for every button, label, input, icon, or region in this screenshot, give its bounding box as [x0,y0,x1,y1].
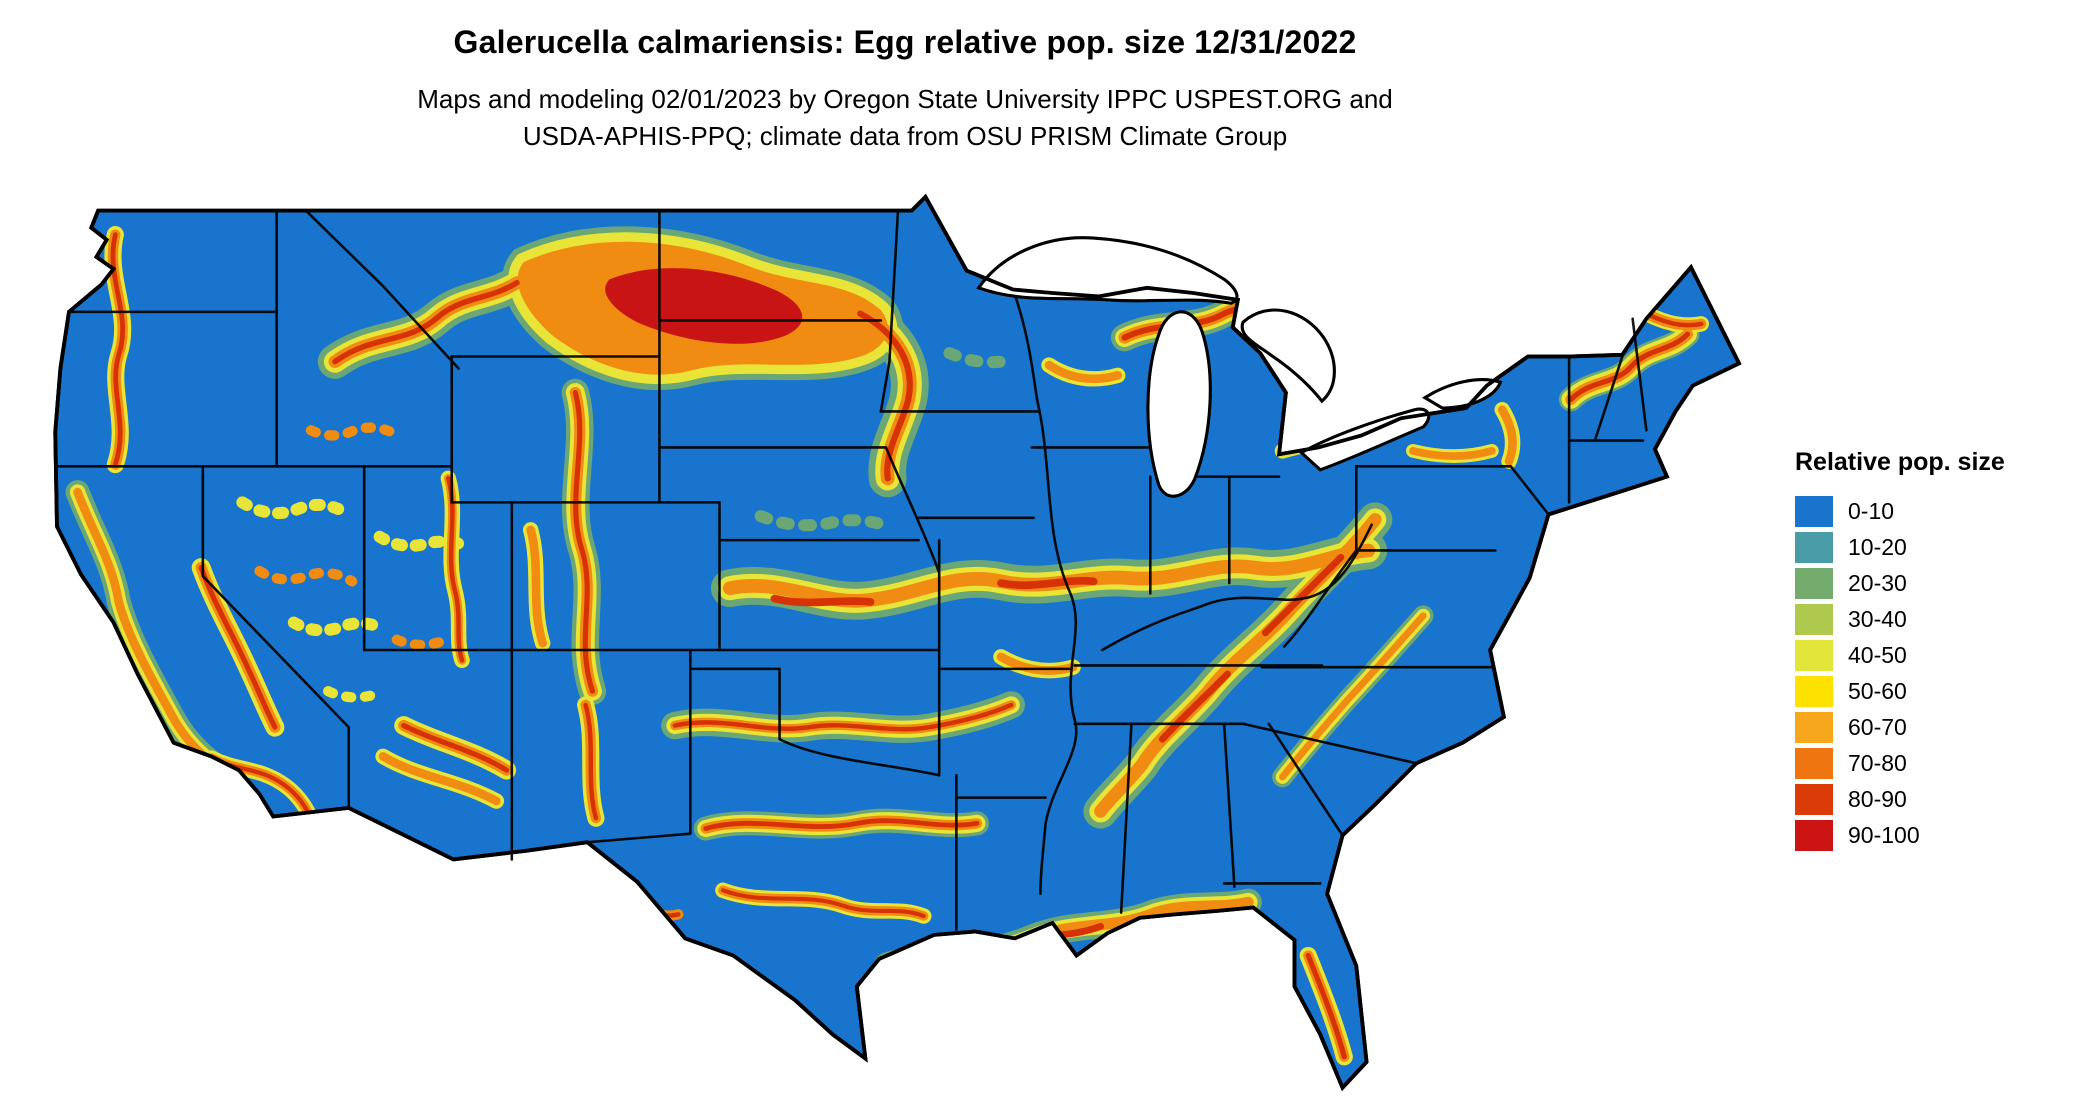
state-borders [55,209,1648,932]
legend-item: 20-30 [1795,565,2085,601]
legend-item: 90-100 [1795,817,2085,853]
legend-label: 70-80 [1848,749,1907,776]
lake-superior-shape [976,236,1239,305]
map-subtitle-line1: Maps and modeling 02/01/2023 by Oregon S… [417,84,1393,114]
legend-label: 0-10 [1848,497,1895,524]
legend-item: 30-40 [1795,601,2085,637]
legend-item: 80-90 [1795,781,2085,817]
legend-label: 30-40 [1848,605,1907,632]
legend-item: 50-60 [1795,673,2085,709]
legend-title: Relative pop. size [1795,448,2005,476]
legend-swatch [1795,639,1833,671]
legend-label: 20-30 [1848,569,1907,596]
legend-swatch [1795,783,1833,815]
legend-label: 50-60 [1848,677,1907,704]
legend-item: 10-20 [1795,529,2085,565]
legend-swatch [1795,819,1833,851]
legend-swatch [1795,675,1833,707]
legend-swatch [1795,531,1833,563]
legend-swatch [1795,747,1833,779]
legend-swatch [1795,567,1833,599]
legend-label: 40-50 [1848,641,1907,668]
lake-ontario-shape [1422,378,1503,410]
legend-label: 90-100 [1848,821,1920,848]
legend-label: 10-20 [1848,533,1907,560]
lake-huron-shape [1240,308,1336,404]
legend-label: 80-90 [1848,785,1907,812]
map-subtitle-line2: USDA-APHIS-PPQ; climate data from OSU PR… [522,120,1288,151]
legend-swatch [1795,603,1833,635]
map-subtitle: Maps and modeling 02/01/2023 by Oregon S… [0,81,1810,155]
us-map-svg [53,194,1741,1090]
us-population-map [36,190,1760,1110]
legend-items: 0-10 10-20 20-30 30-40 40-50 50-60 60-70 70-80 8… [1795,493,2085,853]
great-lakes [976,236,1503,498]
legend-swatch [1795,495,1833,527]
legend-label: 60-70 [1848,713,1907,740]
legend-item: 0-10 [1795,493,2085,529]
legend-swatch [1795,711,1833,743]
map-legend: Relative pop. size 0-10 10-20 20-30 30-40 40… [1795,448,2085,853]
legend-item: 70-80 [1795,745,2085,781]
legend-item: 40-50 [1795,637,2085,673]
legend-item: 60-70 [1795,709,2085,745]
lake-michigan-shape [1146,310,1212,498]
map-title: Galerucella calmariensis: Egg relative p… [453,24,1357,60]
map-header: Galerucella calmariensis: Egg relative p… [0,24,1810,155]
